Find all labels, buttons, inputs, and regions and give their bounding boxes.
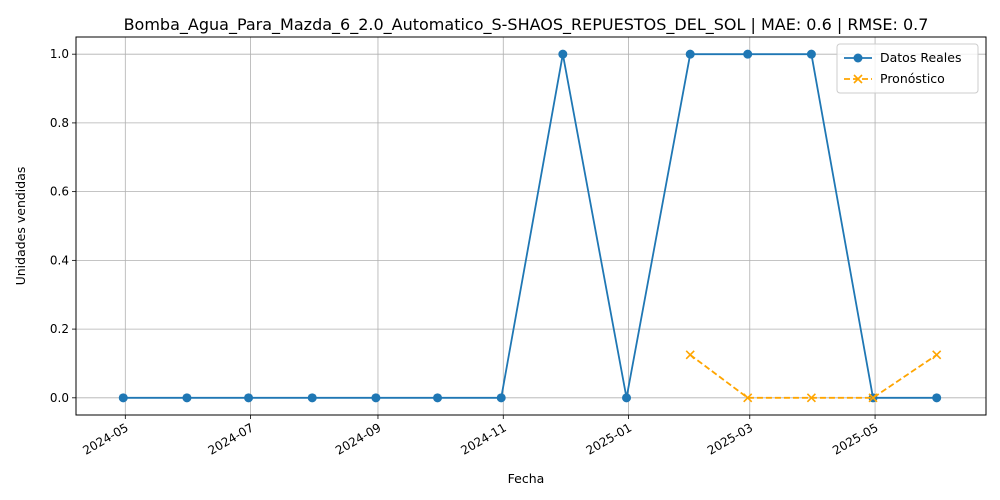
- legend-label: Datos Reales: [880, 50, 961, 65]
- data-point: [868, 393, 878, 403]
- series-0: [118, 49, 942, 403]
- legend-frame: [836, 43, 979, 94]
- x-tick-label: 2024-07: [206, 420, 256, 457]
- legend: Datos Reales Pronóstico: [836, 43, 979, 94]
- data-point: [932, 393, 942, 403]
- x-tick-label: 2025-01: [584, 420, 634, 457]
- series-layer: [118, 49, 942, 403]
- data-point: [743, 49, 753, 59]
- legend-item: Pronóstico: [844, 71, 945, 86]
- data-point: [932, 350, 942, 360]
- legend-item: Datos Reales: [844, 50, 961, 65]
- x-axis-label: Fecha: [508, 471, 545, 486]
- data-point: [622, 393, 632, 403]
- y-tick-label: 0.8: [50, 116, 69, 130]
- data-point: [496, 393, 506, 403]
- x-tick-label: 2024-05: [80, 420, 130, 457]
- data-point: [743, 393, 753, 403]
- legend-marker: [853, 74, 863, 84]
- y-tick-label: 0.6: [50, 185, 69, 199]
- y-tick-label: 0.4: [50, 253, 69, 267]
- grid: [76, 37, 986, 415]
- data-point: [685, 350, 695, 360]
- data-point: [118, 393, 128, 403]
- y-axis-label: Unidades vendidas: [13, 167, 28, 286]
- y-tick-label: 0.2: [50, 322, 69, 336]
- x-tick-label: 2024-09: [333, 420, 383, 457]
- y-ticks: 0.0 0.2 0.4 0.6 0.8 1.0: [50, 47, 76, 405]
- data-point: [244, 393, 254, 403]
- x-tick-label: 2025-03: [705, 420, 755, 457]
- data-point: [558, 49, 568, 59]
- series-line: [689, 354, 938, 399]
- x-tick-label: 2025-05: [830, 420, 880, 457]
- plot-frame: [75, 36, 987, 416]
- data-point: [806, 393, 816, 403]
- series-line: [123, 53, 937, 399]
- data-point: [685, 49, 695, 59]
- data-point: [433, 393, 443, 403]
- y-tick-label: 0.0: [50, 391, 69, 405]
- series-1: [685, 350, 942, 403]
- data-point: [182, 393, 192, 403]
- data-point: [307, 393, 317, 403]
- data-point: [806, 49, 816, 59]
- x-tick-label: 2024-11: [458, 420, 508, 457]
- chart-title: Bomba_Agua_Para_Mazda_6_2.0_Automatico_S…: [124, 15, 929, 35]
- legend-marker: [853, 53, 863, 63]
- data-point: [371, 393, 381, 403]
- legend-label: Pronóstico: [880, 71, 945, 86]
- x-ticks: 2024-05 2024-07 2024-09 2024-11 2025-01 2025-…: [80, 415, 881, 458]
- y-tick-label: 1.0: [50, 47, 69, 61]
